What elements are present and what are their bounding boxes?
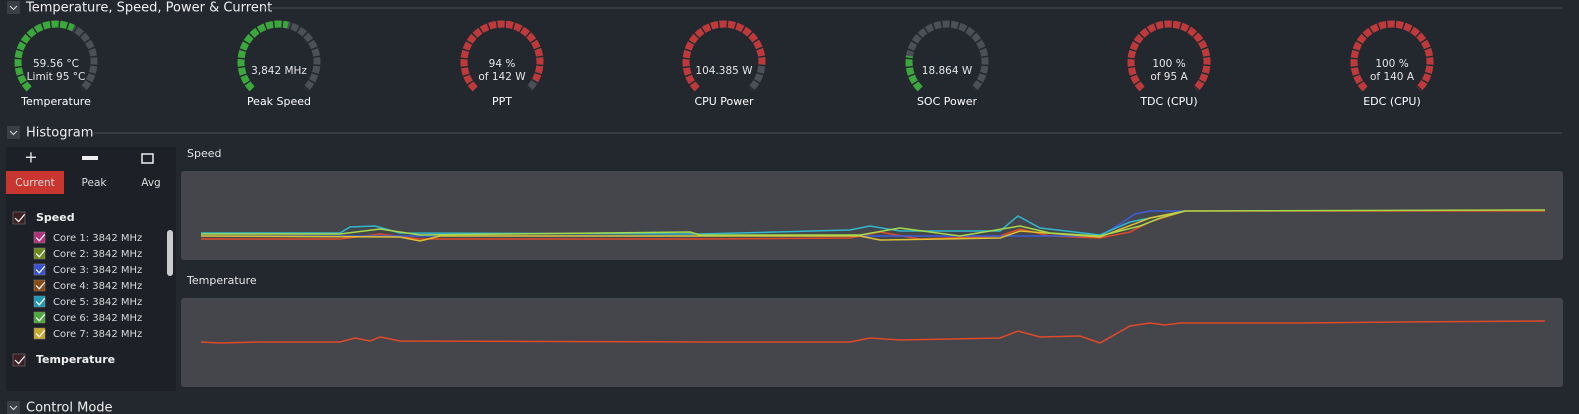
series-item: Core 6: 3842 MHz bbox=[53, 313, 142, 324]
tab[interactable]: Peak bbox=[82, 177, 108, 189]
section-title: Temperature, Speed, Power & Current bbox=[25, 1, 272, 16]
check-mark bbox=[35, 297, 46, 306]
gauge-fill bbox=[682, 20, 766, 92]
speed-lines bbox=[200, 209, 1546, 242]
chart-title: Temperature bbox=[186, 274, 257, 287]
group-name: Temperature bbox=[36, 353, 115, 366]
gauge-sub: of 140 A bbox=[1370, 71, 1415, 83]
gauge-label: Temperature bbox=[20, 95, 91, 108]
gauge-label: EDC (CPU) bbox=[1363, 95, 1421, 108]
gauge-fill bbox=[905, 55, 923, 92]
check-mark bbox=[35, 329, 46, 338]
gauge-value: 3,842 MHz bbox=[251, 65, 307, 77]
checkbox bbox=[12, 353, 26, 367]
gauge-fill bbox=[1350, 20, 1434, 92]
checkbox bbox=[33, 231, 46, 244]
scrollbar[interactable] bbox=[167, 230, 173, 276]
section-header[interactable]: Histogram bbox=[7, 126, 1562, 141]
section-title: Histogram bbox=[26, 126, 93, 141]
gauge-fill bbox=[14, 20, 75, 92]
gauge-label: TDC (CPU) bbox=[1139, 95, 1197, 108]
checkbox bbox=[33, 279, 46, 292]
gauge-value: 94 % bbox=[489, 58, 516, 70]
gauge-label: PPT bbox=[492, 95, 512, 108]
section-header[interactable]: Control Mode bbox=[7, 401, 113, 414]
series-item: Core 1: 3842 MHz bbox=[53, 233, 142, 244]
check-mark bbox=[14, 214, 26, 223]
series-list: Speed Core 1: 3842 MHz Core 2: 3842 MHz Cor… bbox=[12, 211, 142, 367]
section-header[interactable]: Temperature, Speed, Power & Current bbox=[7, 1, 1562, 16]
series-item: Core 7: 3842 MHz bbox=[53, 329, 142, 340]
series-item: Core 3: 3842 MHz bbox=[53, 265, 142, 276]
tab-active[interactable] bbox=[6, 171, 64, 194]
check-mark bbox=[35, 233, 46, 242]
gauge-label: Peak Speed bbox=[247, 95, 311, 108]
section-title: Control Mode bbox=[26, 401, 113, 414]
speed-chart bbox=[181, 171, 1563, 260]
gauge-value: 104.385 W bbox=[695, 65, 753, 77]
gauge-value: 100 % bbox=[1375, 58, 1408, 70]
temperature-chart bbox=[181, 298, 1563, 387]
checkbox bbox=[33, 247, 46, 260]
gauge-sub: of 142 W bbox=[478, 71, 526, 83]
checkbox bbox=[12, 211, 26, 225]
reset-icon[interactable] bbox=[141, 153, 154, 164]
gauge-sub: Limit 95 °C bbox=[27, 71, 86, 83]
temperature-line bbox=[200, 320, 1546, 344]
check-mark bbox=[14, 356, 26, 365]
checkbox bbox=[33, 263, 46, 276]
gauge-value: 100 % bbox=[1152, 58, 1185, 70]
group-name: Speed bbox=[36, 211, 75, 224]
gauge-label: CPU Power bbox=[694, 95, 754, 108]
gauge-fill bbox=[237, 20, 289, 92]
check-mark bbox=[35, 265, 46, 274]
series-item: Core 5: 3842 MHz bbox=[53, 297, 142, 308]
remove-icon[interactable] bbox=[82, 156, 98, 160]
series-item: Core 4: 3842 MHz bbox=[53, 281, 142, 292]
check-mark bbox=[35, 249, 46, 258]
check-mark bbox=[35, 313, 46, 322]
checkbox bbox=[33, 327, 46, 340]
gauge-value: 59.56 °C bbox=[33, 58, 79, 70]
check-mark bbox=[35, 281, 46, 290]
add-icon[interactable]: + bbox=[24, 148, 37, 167]
gauge-sub: of 95 A bbox=[1150, 71, 1188, 83]
tab[interactable]: Current bbox=[15, 177, 54, 189]
gauge-label: SOC Power bbox=[917, 95, 978, 108]
checkbox bbox=[33, 311, 46, 324]
checkbox bbox=[33, 295, 46, 308]
gauge-fill bbox=[1127, 20, 1211, 92]
chart-title: Speed bbox=[187, 147, 221, 160]
series-item: Core 2: 3842 MHz bbox=[53, 249, 142, 260]
gauge-value: 18.864 W bbox=[922, 65, 973, 77]
tab[interactable]: Avg bbox=[141, 177, 160, 189]
